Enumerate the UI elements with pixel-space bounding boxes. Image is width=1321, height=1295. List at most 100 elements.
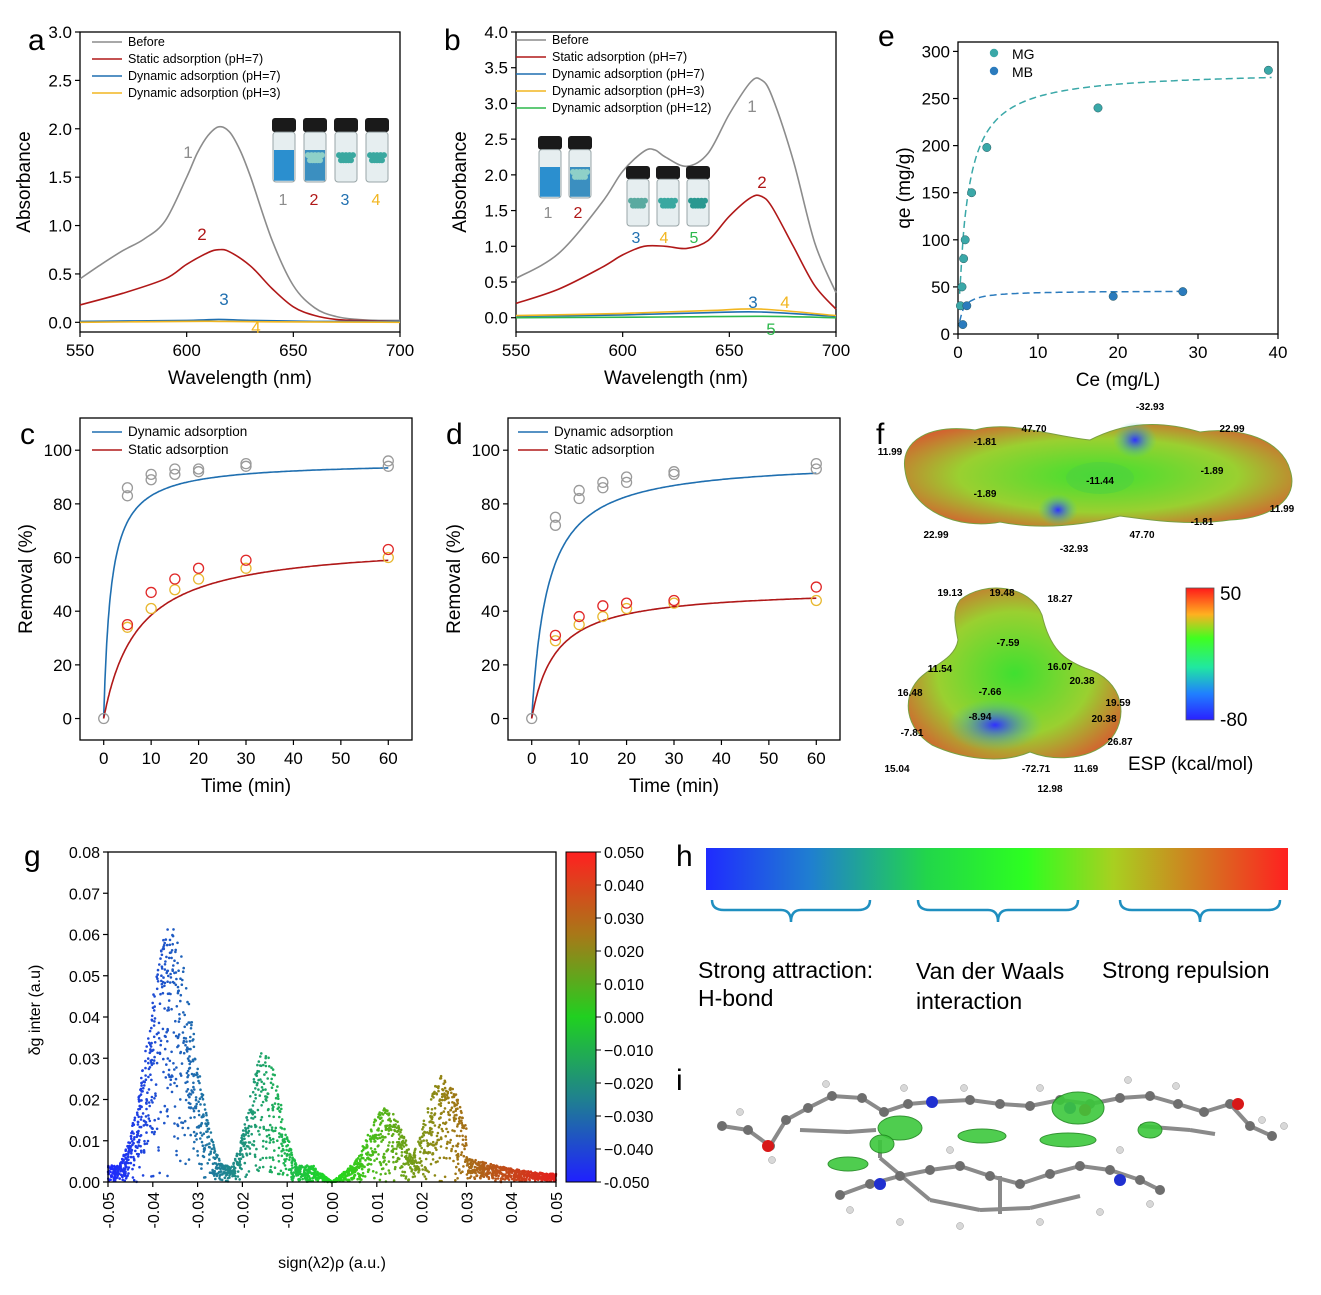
g-point: [122, 1172, 126, 1176]
d-legend-label: Dynamic adsorption: [554, 424, 673, 439]
i-carbon-atom: [1225, 1099, 1235, 1109]
g-point: [414, 1159, 417, 1162]
g-point: [213, 1157, 217, 1160]
g-point: [181, 1121, 185, 1125]
b-y-tick-label: 3.5: [484, 59, 508, 78]
g-point: [365, 1139, 369, 1143]
d-x-tick-label: 30: [665, 749, 684, 768]
g-point: [496, 1177, 500, 1180]
h-label-strong-attraction: Strong attraction:: [698, 957, 873, 983]
g-point: [153, 1130, 156, 1134]
g-point: [459, 1109, 463, 1113]
b-vial-bead: [670, 202, 676, 209]
g-point: [381, 1138, 385, 1142]
i-bond: [929, 1164, 961, 1172]
g-point: [192, 1038, 195, 1041]
g-point: [418, 1136, 422, 1140]
g-point: [511, 1177, 514, 1181]
g-point: [552, 1175, 556, 1179]
i-nitrogen-atom: [1114, 1174, 1126, 1186]
g-point: [163, 1007, 166, 1010]
g-point: [262, 1139, 265, 1143]
g-point: [243, 1123, 247, 1126]
g-point: [255, 1147, 258, 1151]
d-data-point: [597, 610, 609, 623]
g-point: [297, 1178, 301, 1182]
g-point: [131, 1139, 134, 1143]
g-point: [391, 1144, 394, 1148]
g-point: [513, 1179, 516, 1182]
g-point: [365, 1152, 368, 1155]
d-x-axis-label: Time (min): [629, 776, 719, 797]
c-data-point: [169, 584, 181, 596]
g-point: [144, 1078, 148, 1081]
g-point: [366, 1170, 370, 1174]
g-point: [279, 1120, 283, 1124]
g-point: [522, 1172, 526, 1175]
g-point: [443, 1086, 447, 1090]
g-point: [176, 961, 179, 965]
g-point: [353, 1161, 357, 1164]
b-vial-bead: [640, 202, 646, 209]
g-point: [153, 1020, 156, 1023]
g-point: [448, 1156, 452, 1160]
g-point: [369, 1163, 373, 1166]
i-isosurface: [1137, 1121, 1163, 1139]
g-point: [474, 1162, 478, 1165]
h-brace-vdw: [916, 899, 1080, 923]
g-point: [190, 1023, 193, 1027]
f-esp-negative-region: [1113, 422, 1157, 458]
i-bond: [831, 1094, 863, 1100]
g-point: [439, 1136, 443, 1139]
d-data-point: [620, 471, 633, 483]
f-esp-negative-region: [1038, 494, 1078, 526]
g-point: [440, 1127, 444, 1131]
g-point: [473, 1177, 477, 1180]
g-point: [130, 1137, 133, 1140]
g-point: [446, 1130, 450, 1134]
g-point: [443, 1175, 447, 1179]
d-data-point: [549, 511, 562, 523]
g-point: [157, 1117, 160, 1120]
g-point: [431, 1094, 434, 1098]
g-point: [126, 1174, 129, 1177]
g-point: [456, 1142, 460, 1145]
g-point: [179, 1098, 182, 1101]
g-point: [247, 1124, 251, 1128]
g-point: [462, 1154, 466, 1158]
g-point: [451, 1095, 454, 1099]
g-point: [423, 1148, 426, 1152]
g-colorbar: [565, 851, 597, 1183]
d-data-point: [597, 600, 609, 612]
g-point: [142, 1150, 146, 1153]
d-y-tick-label: 0: [491, 710, 500, 729]
i-carbon-atom: [985, 1171, 995, 1181]
e-legend-label: MG: [1012, 46, 1035, 62]
g-point: [452, 1116, 456, 1119]
g-point: [545, 1179, 548, 1182]
g-point: [455, 1134, 459, 1138]
g-point: [130, 1152, 133, 1155]
g-point: [427, 1143, 431, 1146]
g-point: [272, 1115, 276, 1119]
g-y-tick-label: 0.05: [69, 969, 100, 986]
g-point: [322, 1175, 326, 1178]
f-esp-value-label: 11.54: [928, 664, 953, 675]
g-point: [286, 1173, 289, 1177]
c-data-point: [192, 573, 205, 585]
g-point: [390, 1128, 393, 1132]
g-point: [489, 1162, 493, 1166]
g-point: [280, 1154, 284, 1158]
g-point: [122, 1153, 126, 1157]
g-point: [517, 1172, 521, 1176]
g-point: [157, 1146, 160, 1149]
i-carbon-atom: [1115, 1093, 1125, 1103]
g-point: [155, 987, 159, 991]
f-esp-value-label: 11.99: [1270, 504, 1295, 515]
e-data-point: [962, 301, 972, 311]
g-point: [409, 1161, 413, 1165]
g-point: [385, 1112, 389, 1115]
g-point: [198, 1097, 202, 1100]
g-point: [356, 1162, 359, 1165]
i-hydrogen-atom: [822, 1080, 830, 1088]
